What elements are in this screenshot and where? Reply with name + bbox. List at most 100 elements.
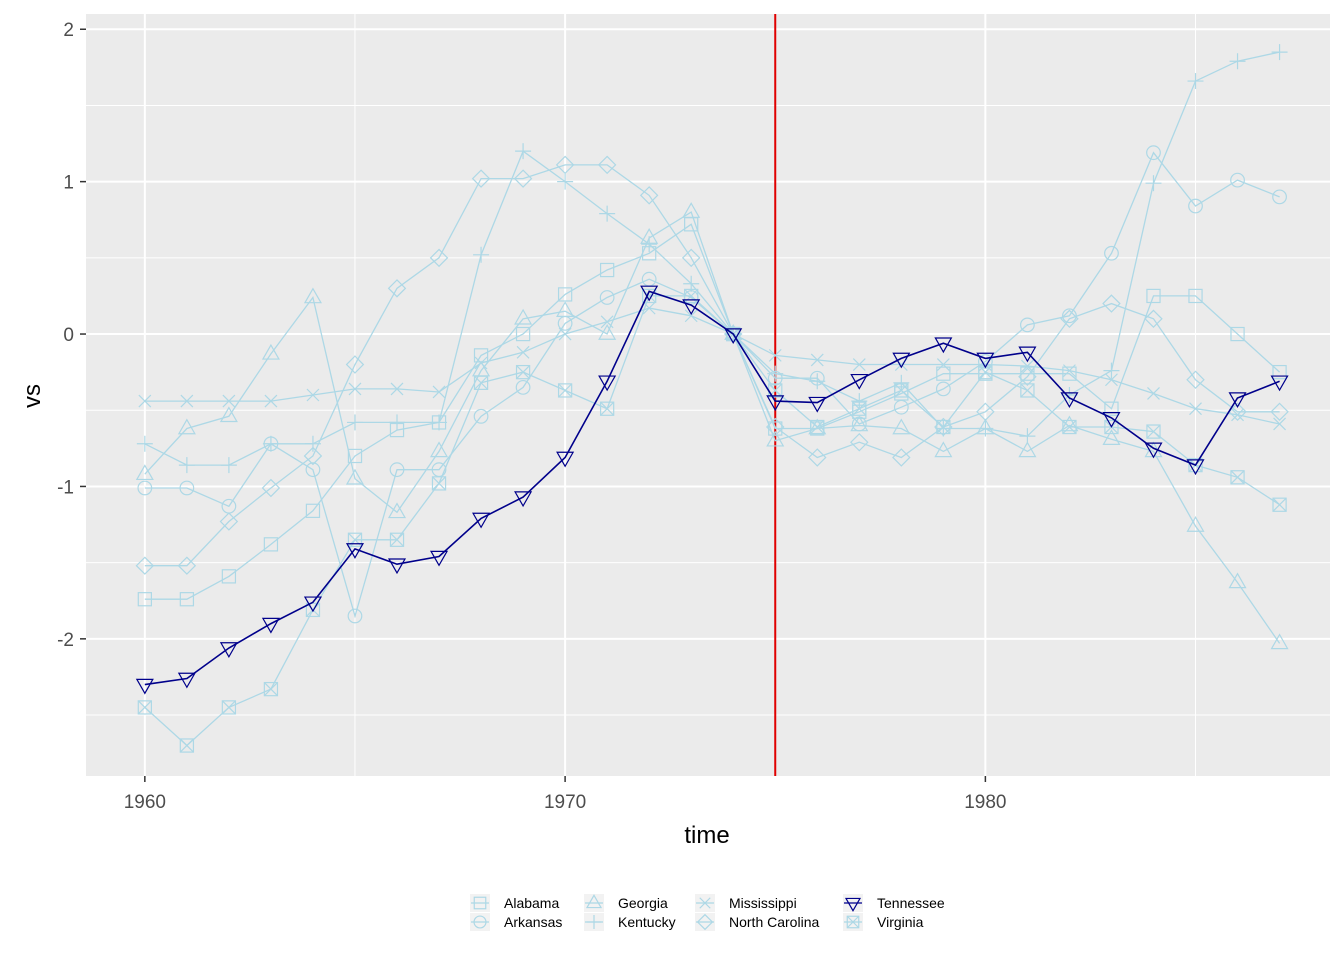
series-line-georgia	[144, 211, 1281, 644]
data-point	[431, 414, 448, 431]
data-point	[1020, 366, 1035, 381]
data-point	[844, 897, 862, 912]
data-point	[1062, 419, 1077, 435]
data-point	[1231, 408, 1244, 422]
data-point	[303, 287, 322, 304]
data-point	[936, 366, 951, 381]
data-point	[557, 383, 573, 398]
data-point	[1103, 362, 1120, 379]
data-point	[1188, 198, 1203, 214]
data-point	[514, 308, 533, 325]
data-point	[389, 462, 405, 478]
data-point	[305, 503, 321, 518]
data-point	[767, 365, 784, 382]
data-point	[684, 309, 698, 323]
data-point	[178, 457, 195, 474]
data-point	[808, 448, 827, 467]
data-point	[390, 382, 404, 396]
x-tick-label: 1970	[544, 792, 586, 813]
series-kentucky	[136, 44, 1288, 474]
major-gridlines	[86, 14, 1330, 776]
data-point	[894, 383, 909, 398]
data-point	[557, 287, 573, 302]
data-point	[221, 700, 237, 715]
data-point	[261, 343, 280, 360]
series-line-alabama	[144, 223, 1281, 600]
data-point	[1061, 387, 1078, 403]
y-tick-label: 0	[63, 325, 74, 346]
data-point	[1020, 317, 1035, 333]
data-point	[1186, 459, 1205, 476]
data-point	[681, 248, 701, 268]
data-point	[1063, 364, 1076, 378]
plot-panel	[86, 14, 1330, 776]
data-point	[473, 408, 489, 424]
legend-item-alabama: Alabama	[470, 894, 559, 912]
data-point	[639, 186, 659, 205]
data-point	[846, 915, 860, 929]
data-point	[724, 328, 743, 345]
x-tick-label: 1960	[124, 792, 166, 813]
data-point	[303, 446, 323, 466]
data-point	[1228, 402, 1247, 422]
data-point	[515, 364, 531, 380]
data-point	[177, 556, 197, 575]
legend-item-kentucky: Kentucky	[584, 913, 676, 931]
data-point	[1270, 633, 1289, 650]
data-point	[346, 414, 363, 431]
data-point	[137, 592, 152, 607]
data-point	[262, 435, 279, 452]
data-point	[1187, 73, 1204, 90]
series-north-carolina	[135, 155, 1289, 575]
legend-item-mississippi: Mississippi	[695, 894, 797, 912]
data-point	[306, 388, 320, 402]
data-point	[557, 173, 574, 190]
data-point	[473, 896, 487, 910]
series-line-kentucky	[144, 51, 1280, 466]
data-point	[934, 441, 953, 458]
data-point	[221, 569, 237, 584]
data-point	[1230, 172, 1245, 188]
data-point	[1270, 402, 1289, 422]
data-point	[850, 415, 869, 432]
data-point	[1272, 364, 1287, 380]
series-line-mississippi	[144, 307, 1280, 425]
data-point	[1272, 189, 1287, 205]
data-point	[1230, 326, 1245, 342]
data-point	[977, 420, 994, 437]
data-point	[587, 915, 601, 929]
legend: Alabama Arkansas Georgia Kentucky Mississipp…	[470, 894, 945, 931]
data-point	[1102, 429, 1121, 445]
data-point	[1186, 516, 1205, 532]
data-point	[642, 301, 656, 315]
data-point	[387, 558, 407, 575]
data-point	[179, 592, 195, 607]
data-point	[934, 417, 953, 437]
data-point	[893, 374, 910, 391]
legend-label: Kentucky	[618, 914, 676, 930]
data-point	[1144, 309, 1163, 329]
data-point	[1018, 346, 1037, 363]
data-point	[1272, 497, 1287, 512]
data-point	[179, 738, 195, 753]
data-point	[1147, 387, 1160, 400]
series-tennessee	[135, 285, 1289, 695]
data-point	[598, 375, 617, 392]
data-point	[556, 451, 575, 468]
data-point	[263, 681, 279, 697]
x-axis-title: time	[684, 822, 729, 849]
data-point	[347, 448, 363, 464]
data-point	[219, 406, 238, 423]
data-point	[766, 395, 785, 412]
data-point	[585, 894, 603, 909]
legend-item-virginia: Virginia	[843, 913, 924, 931]
legend-label: Georgia	[618, 895, 668, 911]
data-point	[389, 532, 405, 547]
data-point	[599, 290, 615, 305]
data-point	[851, 393, 868, 410]
data-point	[1146, 288, 1161, 304]
data-point	[177, 418, 196, 435]
data-point	[515, 326, 531, 342]
data-point	[1271, 44, 1288, 61]
data-point	[387, 502, 407, 519]
